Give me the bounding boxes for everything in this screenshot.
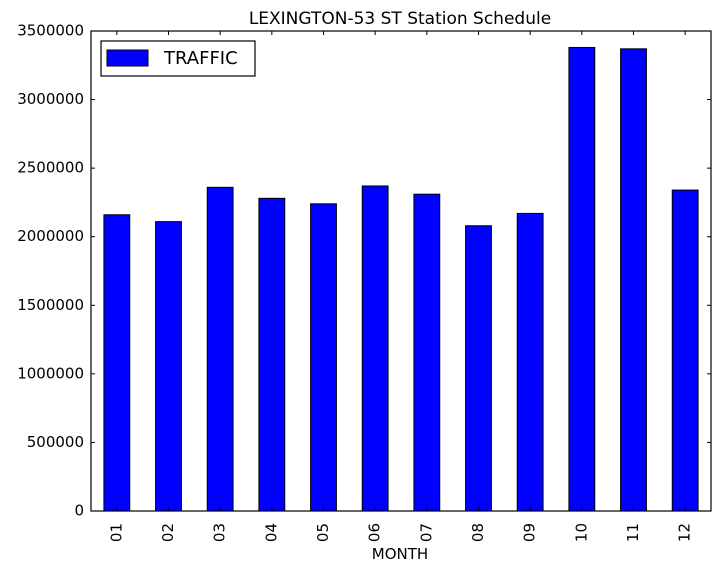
x-tick-label-07: 07 [417, 523, 435, 542]
y-axis: 0 500000 1000000 1500000 2000000 2500000 30000… [17, 22, 711, 520]
bar-month-11 [620, 48, 647, 512]
x-tick-label-06: 06 [366, 523, 384, 542]
chart-title: LEXINGTON-53 ST Station Schedule [249, 9, 551, 29]
x-tick-label-04: 04 [262, 523, 280, 542]
bar-month-07 [413, 193, 441, 512]
x-tick-label-12: 12 [676, 523, 694, 542]
x-tick-label-10: 10 [572, 523, 590, 542]
x-tick-label-08: 08 [469, 523, 487, 542]
y-tick-label-3500000: 3500000 [17, 22, 84, 40]
bar-month-04 [258, 197, 286, 512]
y-tick-label-3000000: 3000000 [17, 90, 84, 108]
bar-month-01 [103, 214, 131, 512]
plot-frame [90, 30, 712, 512]
x-axis: 01 02 03 04 05 06 07 08 09 10 11 12 [107, 31, 694, 542]
x-tick-label-09: 09 [521, 523, 539, 542]
plot-area [90, 30, 712, 512]
y-tick-label-2000000: 2000000 [17, 227, 84, 245]
legend: TRAFFIC [100, 40, 256, 77]
bar-month-10 [568, 46, 596, 512]
y-tick-label-500000: 500000 [27, 433, 84, 451]
bar-month-05 [310, 203, 337, 512]
bar-month-08 [465, 225, 492, 512]
y-tick-label-0: 0 [74, 502, 84, 520]
y-tick-label-1000000: 1000000 [17, 364, 84, 382]
bar-month-06 [361, 185, 389, 512]
x-tick-label-05: 05 [314, 523, 332, 542]
bar-month-02 [155, 221, 182, 512]
bar-month-09 [516, 212, 544, 512]
x-tick-label-01: 01 [107, 523, 125, 542]
y-tick-label-2500000: 2500000 [17, 159, 84, 177]
legend-label-traffic: TRAFFIC [163, 48, 238, 69]
y-tick-label-1500000: 1500000 [17, 296, 84, 314]
bar-month-03 [206, 186, 234, 512]
x-tick-label-02: 02 [159, 523, 177, 542]
bar-month-12 [671, 189, 699, 512]
x-tick-label-03: 03 [211, 523, 229, 542]
x-axis-label: MONTH [372, 545, 428, 563]
x-tick-label-11: 11 [624, 523, 642, 542]
legend-swatch-traffic [106, 49, 149, 67]
